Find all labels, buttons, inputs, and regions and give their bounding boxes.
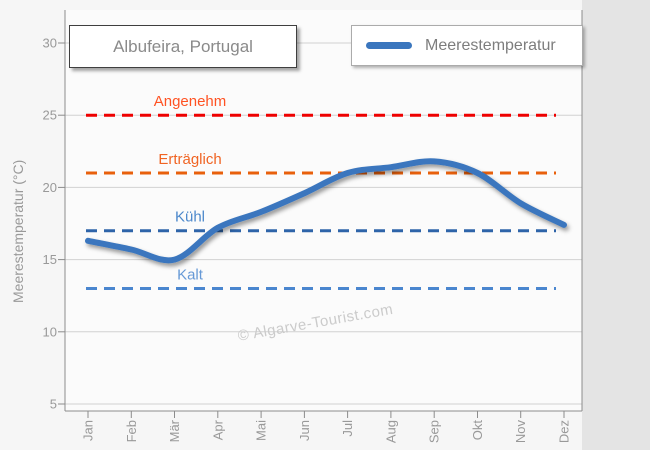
x-tick-label: Aug <box>383 420 398 443</box>
right-margin <box>582 0 650 450</box>
x-tick-label: Feb <box>124 420 139 442</box>
y-tick-label: 25 <box>43 108 57 123</box>
y-tick-label: 10 <box>43 324 57 339</box>
x-tick-label: Okt <box>470 420 485 441</box>
legend-line-swatch <box>366 42 412 49</box>
threshold-label-3: Kalt <box>177 267 204 284</box>
legend-label: Meerestemperatur <box>425 36 556 54</box>
y-tick-label: 30 <box>43 36 57 51</box>
threshold-label-0: Angenehm <box>154 93 227 110</box>
y-axis-title: Meerestemperatur (°C) <box>10 159 26 303</box>
x-tick-label: Mär <box>167 419 182 442</box>
chart-title-box: Albufeira, Portugal <box>69 25 297 68</box>
x-tick-label: Sep <box>427 420 442 443</box>
temperature-line <box>85 158 567 264</box>
x-tick-label: Jan <box>81 420 96 441</box>
x-tick-label: Jul <box>340 420 355 437</box>
y-tick-label: 5 <box>50 397 57 412</box>
legend: Meerestemperatur <box>351 25 583 66</box>
x-tick-label: Dez <box>557 420 572 443</box>
y-tick-label: 20 <box>43 180 57 195</box>
chart-title: Albufeira, Portugal <box>113 36 253 56</box>
x-tick-label: Apr <box>210 419 225 440</box>
x-tick-label: Jun <box>297 420 312 441</box>
x-tick-label: Nov <box>513 420 528 444</box>
x-tick-label: Mai <box>254 420 269 441</box>
plot-background <box>65 10 582 411</box>
threshold-label-1: Erträglich <box>158 151 221 168</box>
threshold-label-2: Kühl <box>175 209 205 226</box>
y-tick-label: 15 <box>43 252 57 267</box>
